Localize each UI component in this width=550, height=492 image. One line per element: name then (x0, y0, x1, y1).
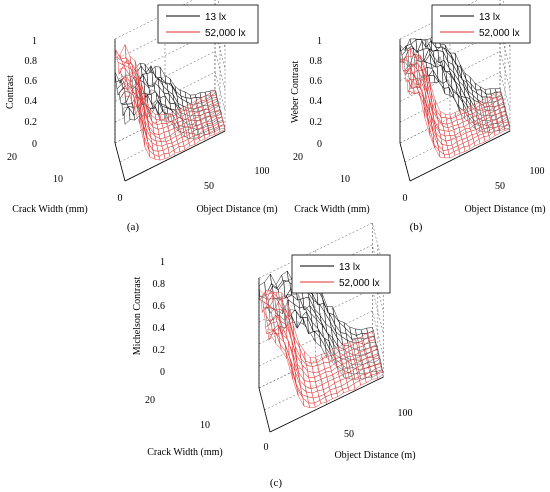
panel-b-surface-cell (494, 91, 502, 98)
panel-a-frame (114, 39, 226, 182)
panel-b-ztick-0.4: 0.4 (310, 96, 323, 107)
panel-a-ztick-1: 1 (32, 36, 37, 47)
panel-b-ytick-50: 50 (495, 181, 505, 192)
panel-c-ylabel: Object Distance (m) (334, 450, 415, 461)
panel-a-ylabel: Object Distance (m) (196, 204, 277, 215)
panel-c-xlabel: Crack Width (mm) (147, 447, 223, 458)
panel-b-ztick-0.8: 0.8 (310, 56, 323, 67)
panel-a-legend-label-52000lx: 52,000 lx (205, 28, 246, 39)
panel-b-floor-gridline-d50 (449, 117, 461, 157)
panel-b-surface-cell (474, 82, 482, 91)
panel-b-ztick-0.2: 0.2 (310, 117, 323, 128)
panel-c-ztick-0.4: 0.4 (153, 323, 166, 334)
panel-b-xtick-20: 20 (293, 152, 303, 163)
panel-a-ztick-0.2: 0.2 (25, 117, 38, 128)
panel-b-xtick-10: 10 (340, 174, 350, 185)
panel-a-wall-gridline-z3 (114, 30, 226, 81)
panel-a-legend: 13 lx 52,000 lx (157, 4, 259, 44)
panel-c: 1 0.8 0.6 0.4 0.2 0 Michelson Contrast 2… (132, 222, 416, 489)
panel-a-surface-cell (209, 90, 217, 97)
panel-c-legend: 13 lx 52,000 lx (291, 254, 391, 294)
panel-c-frame (258, 278, 384, 433)
panel-b-legend: 13 lx 52,000 lx (431, 4, 531, 44)
panel-a: 1 0.8 0.6 0.4 0.2 0 Contrast 20 10 0 Cra… (5, 0, 278, 233)
panel-a-legend-label-13lx: 13 lx (205, 12, 226, 23)
panel-c-legend-label-13lx: 13 lx (339, 262, 360, 273)
panel-a-ytick-50: 50 (204, 181, 214, 192)
panel-c-axis-crack-width (258, 387, 271, 433)
panel-b-xlabel: Crack Width (mm) (294, 204, 370, 215)
panel-a-xlabel: Crack Width (mm) (12, 204, 88, 215)
panel-c-label: (c) (270, 477, 283, 489)
panel-c-legend-box (291, 254, 391, 294)
panel-b-ytick-100: 100 (530, 166, 545, 177)
panel-c-axis-distance (269, 376, 384, 433)
panel-a-xtick-20: 20 (7, 152, 17, 163)
panel-a-axis-crack-width (114, 142, 126, 182)
panel-b-surface-cell (494, 87, 502, 93)
panel-c-ztick-0.8: 0.8 (153, 279, 166, 290)
panel-a-ztick-0.6: 0.6 (25, 76, 38, 87)
panel-b-ylabel: Object Distance (m) (464, 204, 545, 215)
panel-b-wall-gridline-z2 (399, 51, 511, 102)
panel-c-zlabel: Michelson Contrast (132, 276, 143, 355)
panel-a-label: (a) (127, 221, 140, 233)
panel-c-floor-gridline-d50 (315, 360, 327, 405)
panel-b-legend-box (431, 4, 531, 44)
panel-a-legend-box (157, 4, 259, 44)
panel-b-zlabel: Weber Contrast (290, 61, 301, 123)
panel-c-ztick-0.2: 0.2 (153, 345, 166, 356)
panel-a-ztick-0.8: 0.8 (25, 56, 38, 67)
panel-a-xtick-10: 10 (53, 174, 63, 185)
panel-a-zlabel: Contrast (5, 75, 16, 109)
panel-c-surface-cell (366, 331, 374, 338)
panel-a-ztick-0.4: 0.4 (25, 96, 38, 107)
panel-b: 1 0.8 0.6 0.4 0.2 0 Weber Contrast 20 10… (290, 0, 546, 233)
panel-b-wall-gridline-z1 (399, 71, 511, 123)
panel-b-ztick-0.6: 0.6 (310, 76, 323, 87)
panel-c-xtick-10: 10 (200, 420, 210, 431)
panel-b-ztick-1: 1 (317, 36, 322, 47)
panel-a-xtick-0: 0 (118, 193, 123, 204)
panel-b-xtick-0: 0 (403, 193, 408, 204)
panel-c-surface-52000lx (258, 288, 384, 408)
panel-a-ytick-100: 100 (255, 166, 270, 177)
panel-b-legend-label-13lx: 13 lx (479, 12, 500, 23)
panel-c-ztick-0: 0 (160, 367, 165, 378)
panel-c-xtick-0: 0 (264, 442, 269, 453)
panel-c-ytick-100: 100 (398, 408, 413, 419)
panel-a-floor-gridline-d50 (164, 117, 176, 157)
panel-b-axis-crack-width (399, 142, 411, 182)
panel-b-legend-label-52000lx: 52,000 lx (479, 28, 520, 39)
panel-c-ztick-0.6: 0.6 (153, 301, 166, 312)
panel-b-ztick-0: 0 (317, 139, 322, 150)
panel-c-xtick-20: 20 (145, 395, 155, 406)
panel-a-ztick-0: 0 (32, 139, 37, 150)
panel-a-surface-52000lx (114, 43, 226, 161)
panel-a-surface-cell (209, 89, 217, 97)
panel-b-label: (b) (410, 221, 423, 233)
panel-c-legend-label-52000lx: 52,000 lx (339, 278, 380, 289)
panel-b-surface-52000lx (399, 46, 511, 159)
panel-b-frame (399, 39, 511, 182)
panel-c-ytick-50: 50 (344, 429, 354, 440)
panel-c-surface-cell (366, 327, 374, 334)
panel-b-axis-distance (409, 130, 511, 182)
panel-c-ztick-1: 1 (160, 257, 165, 268)
panel-a-axis-distance (124, 130, 226, 182)
